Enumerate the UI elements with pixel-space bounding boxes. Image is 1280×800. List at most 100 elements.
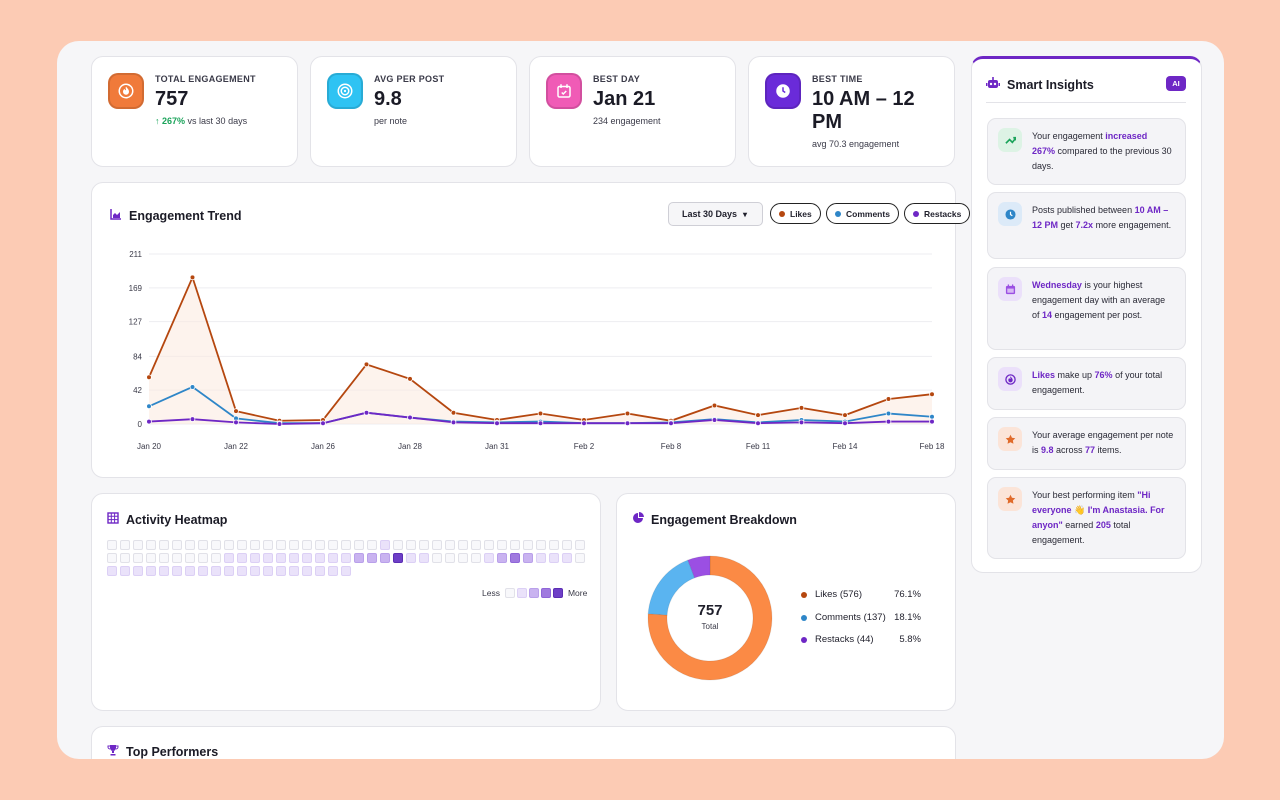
heatmap-cell[interactable] xyxy=(185,540,195,550)
heatmap-cell[interactable] xyxy=(484,540,494,550)
filter-restacks[interactable]: Restacks xyxy=(904,203,971,224)
heatmap-cell[interactable] xyxy=(120,553,130,563)
heatmap-cell[interactable] xyxy=(133,566,143,576)
filter-likes[interactable]: Likes xyxy=(770,203,821,224)
heatmap-cell[interactable] xyxy=(549,540,559,550)
heatmap-cell[interactable] xyxy=(510,553,520,563)
heatmap-cell[interactable] xyxy=(107,553,117,563)
heatmap-cell[interactable] xyxy=(250,566,260,576)
heatmap-cell[interactable] xyxy=(354,553,364,563)
heatmap-cell[interactable] xyxy=(172,566,182,576)
donut-slice-2[interactable] xyxy=(687,555,711,579)
heatmap-cell[interactable] xyxy=(523,540,533,550)
heatmap-cell[interactable] xyxy=(146,566,156,576)
heatmap-cell[interactable] xyxy=(120,566,130,576)
heatmap-cell[interactable] xyxy=(341,566,351,576)
filter-comments[interactable]: Comments xyxy=(826,203,899,224)
heatmap-cell[interactable] xyxy=(276,553,286,563)
heatmap-cell[interactable] xyxy=(432,540,442,550)
heatmap-cell[interactable] xyxy=(302,553,312,563)
heatmap-cell[interactable] xyxy=(159,540,169,550)
heatmap-cell[interactable] xyxy=(250,553,260,563)
heatmap-cell[interactable] xyxy=(224,553,234,563)
heatmap-cell[interactable] xyxy=(198,553,208,563)
heatmap-cell[interactable] xyxy=(380,540,390,550)
heatmap-cell[interactable] xyxy=(315,553,325,563)
chart-icon xyxy=(110,208,122,223)
heatmap-cell[interactable] xyxy=(172,553,182,563)
heatmap-cell[interactable] xyxy=(562,540,572,550)
heatmap-cell[interactable] xyxy=(432,553,442,563)
heatmap-cell[interactable] xyxy=(406,540,416,550)
heatmap-cell[interactable] xyxy=(341,540,351,550)
heatmap-cell[interactable] xyxy=(224,566,234,576)
heatmap-cell[interactable] xyxy=(562,553,572,563)
heatmap-cell[interactable] xyxy=(445,553,455,563)
heatmap-cell[interactable] xyxy=(445,540,455,550)
range-select[interactable]: Last 30 Days ▾ xyxy=(668,202,763,226)
heatmap-cell[interactable] xyxy=(458,553,468,563)
heatmap-cell[interactable] xyxy=(367,553,377,563)
heatmap-cell[interactable] xyxy=(419,553,429,563)
heatmap-cell[interactable] xyxy=(341,553,351,563)
heatmap-cell[interactable] xyxy=(133,553,143,563)
heatmap-cell[interactable] xyxy=(471,540,481,550)
heatmap-cell[interactable] xyxy=(237,566,247,576)
heatmap-cell[interactable] xyxy=(185,566,195,576)
heatmap-cell[interactable] xyxy=(328,540,338,550)
heatmap-cell[interactable] xyxy=(315,566,325,576)
heatmap-cell[interactable] xyxy=(523,553,533,563)
heatmap-cell[interactable] xyxy=(328,566,338,576)
heatmap-cell[interactable] xyxy=(133,540,143,550)
heatmap-cell[interactable] xyxy=(276,566,286,576)
donut-slice-0[interactable] xyxy=(647,555,773,681)
heatmap-cell[interactable] xyxy=(159,566,169,576)
heatmap-cell[interactable] xyxy=(419,540,429,550)
heatmap-cell[interactable] xyxy=(315,540,325,550)
heatmap-cell[interactable] xyxy=(185,553,195,563)
heatmap-cell[interactable] xyxy=(224,540,234,550)
heatmap-cell[interactable] xyxy=(536,540,546,550)
heatmap-cell[interactable] xyxy=(549,553,559,563)
heatmap-cell[interactable] xyxy=(497,553,507,563)
heatmap-cell[interactable] xyxy=(393,540,403,550)
heatmap-cell[interactable] xyxy=(510,540,520,550)
heatmap-cell[interactable] xyxy=(380,553,390,563)
heatmap-cell[interactable] xyxy=(198,540,208,550)
heatmap-cell[interactable] xyxy=(211,553,221,563)
heatmap-cell[interactable] xyxy=(289,540,299,550)
heatmap-cell[interactable] xyxy=(575,553,585,563)
heatmap-cell[interactable] xyxy=(263,553,273,563)
heatmap-cell[interactable] xyxy=(328,553,338,563)
heatmap-cell[interactable] xyxy=(172,540,182,550)
heatmap-cell[interactable] xyxy=(146,540,156,550)
heatmap-cell[interactable] xyxy=(263,566,273,576)
heatmap-cell[interactable] xyxy=(211,540,221,550)
heatmap-cell[interactable] xyxy=(471,553,481,563)
heatmap-cell[interactable] xyxy=(393,553,403,563)
heatmap-cell[interactable] xyxy=(146,553,156,563)
heatmap-cell[interactable] xyxy=(250,540,260,550)
heatmap-cell[interactable] xyxy=(289,566,299,576)
heatmap-cell[interactable] xyxy=(458,540,468,550)
heatmap-cell[interactable] xyxy=(302,566,312,576)
heatmap-cell[interactable] xyxy=(107,566,117,576)
heatmap-cell[interactable] xyxy=(497,540,507,550)
heatmap-cell[interactable] xyxy=(263,540,273,550)
heatmap-cell[interactable] xyxy=(354,540,364,550)
heatmap-cell[interactable] xyxy=(120,540,130,550)
heatmap-cell[interactable] xyxy=(276,540,286,550)
heatmap-cell[interactable] xyxy=(159,553,169,563)
heatmap-cell[interactable] xyxy=(367,540,377,550)
heatmap-cell[interactable] xyxy=(237,540,247,550)
heatmap-cell[interactable] xyxy=(302,540,312,550)
heatmap-cell[interactable] xyxy=(107,540,117,550)
heatmap-cell[interactable] xyxy=(289,553,299,563)
heatmap-cell[interactable] xyxy=(575,540,585,550)
heatmap-cell[interactable] xyxy=(211,566,221,576)
heatmap-cell[interactable] xyxy=(484,553,494,563)
heatmap-cell[interactable] xyxy=(536,553,546,563)
heatmap-cell[interactable] xyxy=(198,566,208,576)
heatmap-cell[interactable] xyxy=(237,553,247,563)
heatmap-cell[interactable] xyxy=(406,553,416,563)
